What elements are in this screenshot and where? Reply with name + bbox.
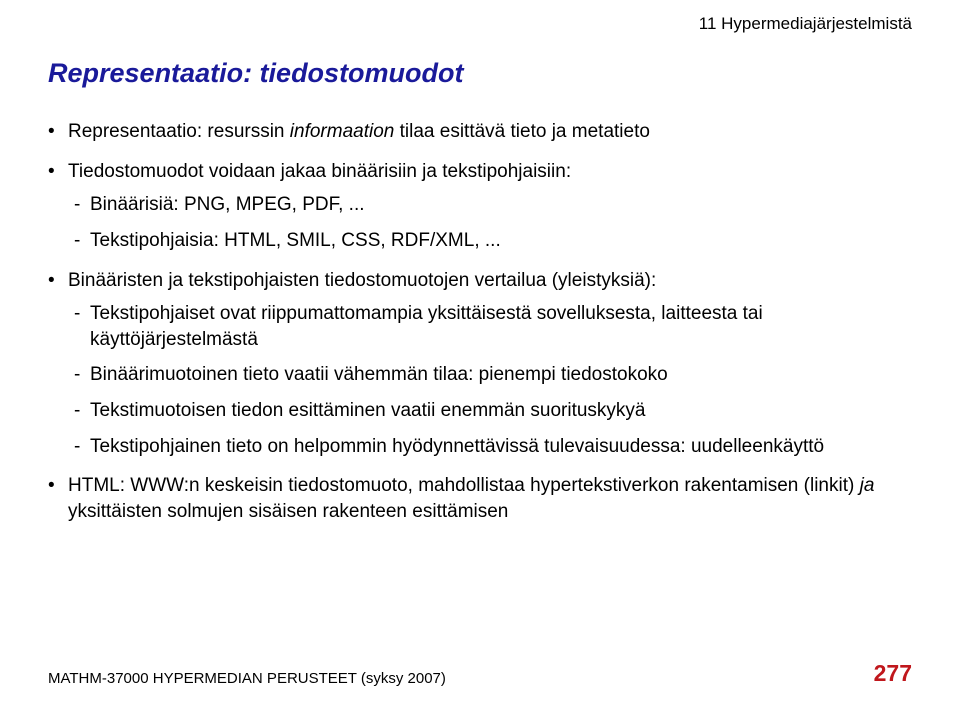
sub-item: Tekstipohjaisia: HTML, SMIL, CSS, RDF/XM… [68, 228, 912, 254]
bullet-list: Representaatio: resurssin informaation t… [48, 119, 912, 525]
text: yksittäisten solmujen sisäisen rakenteen… [68, 501, 508, 522]
header-chapter: 11 Hypermediajärjestelmistä [699, 14, 912, 34]
list-item: Representaatio: resurssin informaation t… [48, 119, 912, 145]
sub-item: Binäärimuotoinen tieto vaatii vähemmän t… [68, 362, 912, 388]
list-item: Binääristen ja tekstipohjaisten tiedosto… [48, 268, 912, 460]
list-item: HTML: WWW:n keskeisin tiedostomuoto, mah… [48, 473, 912, 524]
text: HTML: WWW:n keskeisin tiedostomuoto, mah… [68, 475, 860, 496]
em-text: informaation [290, 121, 395, 142]
footer: MATHM-37000 HYPERMEDIAN PERUSTEET (syksy… [48, 660, 912, 687]
sub-item: Tekstipohjaiset ovat riippumattomampia y… [68, 301, 912, 352]
sub-item: Tekstimuotoisen tiedon esittäminen vaati… [68, 398, 912, 424]
sub-list: Binäärisiä: PNG, MPEG, PDF, ... Tekstipo… [68, 192, 912, 253]
text: Representaatio: resurssin [68, 121, 290, 142]
text: Binääristen ja tekstipohjaisten tiedosto… [68, 270, 656, 291]
footer-course: MATHM-37000 HYPERMEDIAN PERUSTEET (syksy… [48, 670, 446, 687]
em-text: ja [860, 475, 875, 496]
page-number: 277 [874, 660, 912, 687]
sub-list: Tekstipohjaiset ovat riippumattomampia y… [68, 301, 912, 459]
sub-item: Tekstipohjainen tieto on helpommin hyödy… [68, 434, 912, 460]
list-item: Tiedostomuodot voidaan jakaa binäärisiin… [48, 159, 912, 254]
page-title: Representaatio: tiedostomuodot [48, 58, 912, 89]
sub-item: Binäärisiä: PNG, MPEG, PDF, ... [68, 192, 912, 218]
text: tilaa esittävä tieto ja metatieto [394, 121, 650, 142]
text: Tiedostomuodot voidaan jakaa binäärisiin… [68, 161, 571, 182]
